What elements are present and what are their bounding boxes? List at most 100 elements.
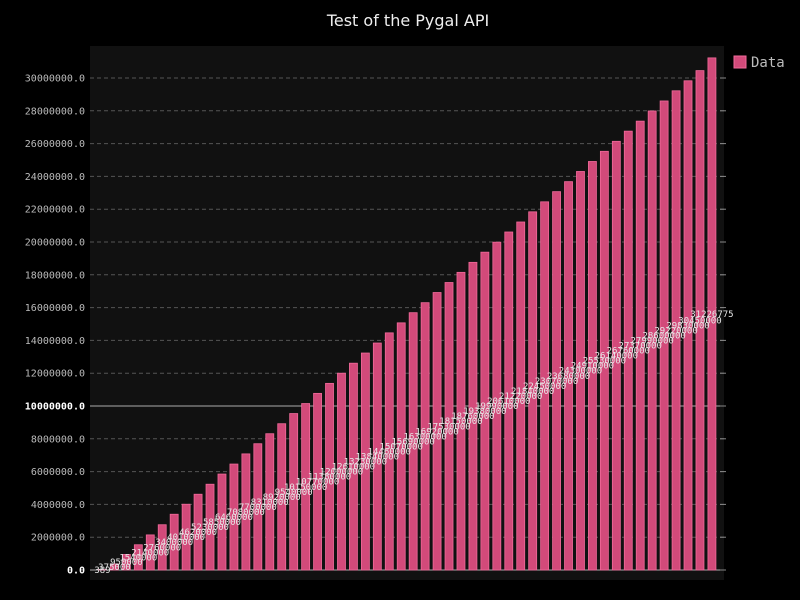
value-label: 1540000 xyxy=(119,553,157,563)
bars xyxy=(98,57,717,571)
value-label: 24910000 xyxy=(571,362,614,372)
value-label: 31226775 xyxy=(690,310,733,320)
y-tick-label: 4000000.0 xyxy=(31,500,85,511)
value-label: 20610000 xyxy=(487,397,530,407)
value-label: 3400000 xyxy=(155,538,193,548)
bar xyxy=(552,191,561,571)
value-label: 15070000 xyxy=(380,442,423,452)
y-tick-label: 28000000.0 xyxy=(25,106,85,117)
bar xyxy=(289,413,299,571)
value-label: 12000000 xyxy=(320,468,363,478)
legend: Data xyxy=(733,55,785,71)
bar xyxy=(277,423,287,571)
value-label: 23680000 xyxy=(547,372,590,382)
value-label: 27990000 xyxy=(630,336,673,346)
bar xyxy=(181,503,191,571)
value-label: 8920000 xyxy=(263,493,301,503)
value-label: 9540000 xyxy=(275,488,313,498)
y-tick-label: 24000000.0 xyxy=(25,172,85,183)
value-labels: 3893750009500001540000214000027600003400… xyxy=(94,310,733,576)
value-label: 21220000 xyxy=(499,392,542,402)
value-label: 2760000 xyxy=(143,543,181,553)
bar xyxy=(480,251,490,571)
value-label: 19380000 xyxy=(463,407,506,417)
value-label: 12610000 xyxy=(332,463,375,473)
y-tick-label: 18000000.0 xyxy=(25,270,85,281)
bar xyxy=(133,544,143,571)
bar xyxy=(492,241,502,571)
bar xyxy=(349,362,358,571)
value-label: 29830000 xyxy=(666,321,709,331)
value-label: 4010000 xyxy=(167,533,205,543)
value-label: 18150000 xyxy=(439,417,482,427)
bar xyxy=(408,312,418,571)
value-label: 7700000 xyxy=(239,503,277,513)
value-label: 25530000 xyxy=(583,357,626,367)
y-tick-label: 26000000.0 xyxy=(25,139,85,150)
legend-label: Data xyxy=(751,55,785,71)
bar xyxy=(576,171,585,571)
bar xyxy=(635,120,645,571)
value-label: 17530000 xyxy=(427,422,470,432)
y-tick-label: 2000000.0 xyxy=(31,533,85,544)
value-label: 30450000 xyxy=(678,316,721,326)
y-tick-label: 16000000.0 xyxy=(25,303,85,314)
legend-swatch xyxy=(733,55,747,69)
bar xyxy=(229,463,239,571)
bar xyxy=(647,110,657,571)
value-label: 13840000 xyxy=(356,453,399,463)
bar xyxy=(528,211,538,571)
bar xyxy=(360,352,370,571)
value-label: 24300000 xyxy=(559,367,602,377)
bar xyxy=(540,201,550,571)
bar xyxy=(205,483,215,571)
value-label: 4620000 xyxy=(179,528,217,538)
bar xyxy=(599,150,609,571)
bar xyxy=(623,130,633,571)
value-label: 16300000 xyxy=(403,432,446,442)
bar xyxy=(456,271,466,571)
bar xyxy=(432,292,442,571)
value-label: 10150000 xyxy=(284,483,327,493)
value-label: 6460000 xyxy=(215,513,253,523)
bar xyxy=(169,513,179,571)
y-axis: 0.0 2000000.0 4000000.0 6000000.0 8000000.0 1… xyxy=(25,74,85,577)
bar xyxy=(611,140,621,571)
y-tick-label: 12000000.0 xyxy=(25,369,85,380)
value-label: 13230000 xyxy=(344,458,387,468)
bar xyxy=(157,524,167,571)
bar xyxy=(145,534,155,571)
bar xyxy=(444,282,454,571)
bar xyxy=(468,261,478,571)
value-label: 2140000 xyxy=(131,548,169,558)
value-label: 19990000 xyxy=(475,402,518,412)
value-label: 950000 xyxy=(110,558,143,568)
bar xyxy=(384,332,394,571)
bar xyxy=(707,57,717,571)
bar xyxy=(337,372,346,571)
value-label: 27370000 xyxy=(619,342,662,352)
value-label: 23070000 xyxy=(535,377,578,387)
bar xyxy=(588,161,597,571)
value-label: 15690000 xyxy=(391,437,434,447)
value-label: 8310000 xyxy=(251,498,289,508)
bar xyxy=(683,80,693,571)
bar xyxy=(253,443,263,571)
y-tick-label: 20000000.0 xyxy=(25,238,85,249)
bar xyxy=(265,433,275,571)
chart-title: Test of the Pygal API xyxy=(326,11,489,30)
bar xyxy=(121,554,131,571)
bar xyxy=(504,231,514,571)
value-label: 18760000 xyxy=(451,412,494,422)
value-label: 5850000 xyxy=(203,518,241,528)
bar xyxy=(325,382,334,571)
bar xyxy=(516,221,526,571)
value-label: 14460000 xyxy=(368,447,411,457)
bar xyxy=(301,403,311,571)
value-label: 22450000 xyxy=(523,382,566,392)
y-tick-label: 8000000.0 xyxy=(31,434,85,445)
value-label: 16920000 xyxy=(415,427,458,437)
value-label: 7080000 xyxy=(227,508,265,518)
bar xyxy=(396,322,406,571)
value-label: 389 xyxy=(94,566,110,576)
